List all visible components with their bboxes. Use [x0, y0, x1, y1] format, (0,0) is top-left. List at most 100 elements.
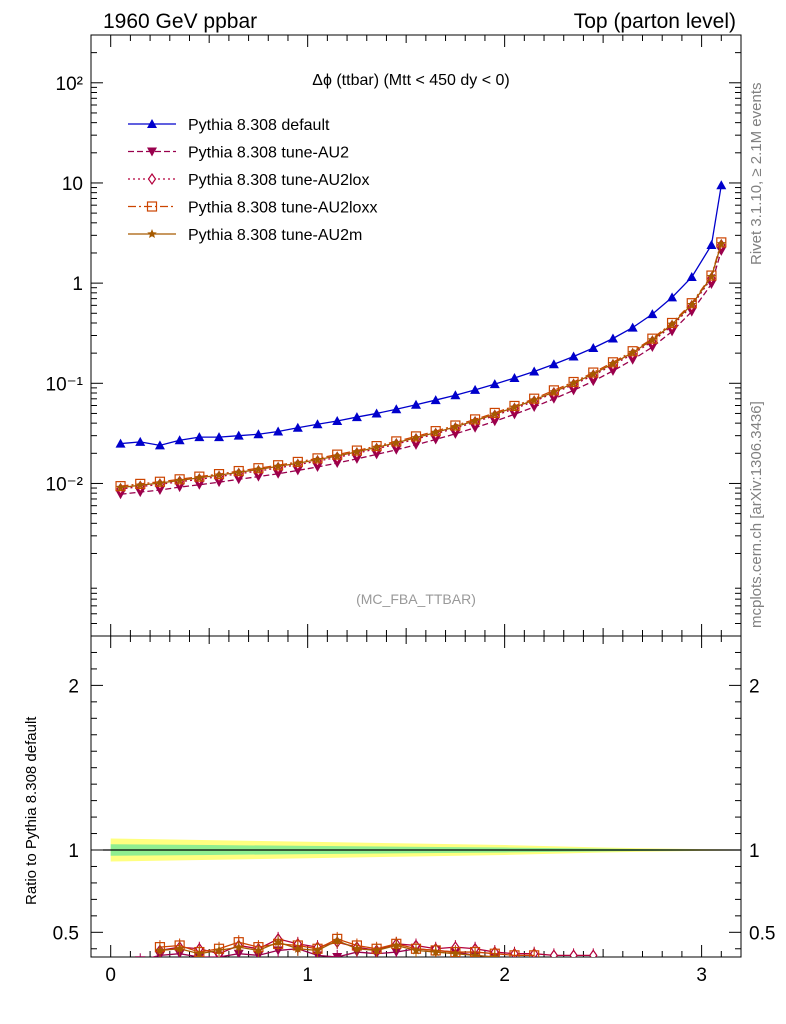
ratio-tick-label-right: 0.5 — [749, 923, 775, 944]
data-point — [174, 475, 185, 485]
data-point — [687, 299, 697, 309]
data-point — [147, 229, 157, 239]
ratio-tick-label: 2 — [68, 676, 79, 697]
data-point — [489, 948, 500, 957]
legend-label: Pythia 8.308 tune-AU2 — [188, 145, 349, 162]
data-point — [352, 943, 362, 953]
data-point — [509, 372, 520, 382]
watermark: (MC_FBA_TTBAR) — [356, 591, 476, 607]
ratio-series-2 — [154, 931, 540, 957]
data-point — [607, 366, 618, 376]
data-point — [194, 432, 205, 442]
data-point — [548, 359, 559, 369]
data-point — [716, 246, 727, 256]
data-point — [627, 347, 638, 357]
legend: Pythia 8.308 default Pythia 8.308 tune-AU… — [128, 117, 377, 244]
data-point — [155, 478, 165, 488]
data-point — [253, 429, 264, 439]
data-point — [233, 430, 244, 440]
data-point — [411, 945, 421, 955]
series-line — [120, 242, 722, 487]
data-point — [647, 309, 658, 319]
data-point — [627, 355, 638, 365]
data-point — [147, 147, 157, 157]
series-3 — [115, 237, 727, 492]
ratio-tick-label-right: 2 — [749, 676, 760, 697]
data-point — [115, 482, 126, 492]
ratio-tick-label: 0.5 — [53, 923, 79, 944]
data-point — [371, 408, 382, 418]
data-point — [490, 952, 500, 957]
data-point — [391, 940, 402, 950]
data-point — [147, 172, 157, 186]
data-point — [273, 937, 283, 947]
data-point — [391, 948, 402, 957]
data-point — [706, 240, 717, 250]
data-point — [174, 943, 185, 953]
ratio-panel: Ratio to Pythia 8.308 default 0 1 2 3 0.5 0.5… — [23, 635, 775, 986]
y-tick-label: 10² — [56, 74, 83, 95]
data-point — [174, 435, 185, 445]
mcplots-label: mcplots.cern.ch [arXiv:1306.3436] — [748, 401, 765, 628]
y-tick-label: 10⁻² — [46, 474, 84, 495]
data-point — [351, 412, 362, 422]
series-line — [120, 185, 722, 447]
data-point — [155, 945, 165, 955]
data-point — [154, 476, 166, 487]
data-point — [233, 942, 244, 952]
data-point — [371, 442, 382, 452]
data-point — [233, 465, 244, 477]
data-point — [147, 119, 157, 128]
series-line — [120, 244, 722, 490]
data-point — [154, 486, 165, 496]
x-tick-label: 1 — [302, 965, 313, 986]
data-point — [351, 454, 362, 464]
data-point — [489, 417, 500, 427]
data-point — [529, 366, 540, 376]
data-point — [568, 376, 579, 388]
data-point — [312, 419, 323, 429]
data-point — [194, 948, 205, 957]
ratio-line — [159, 939, 495, 957]
data-point — [253, 945, 264, 955]
series-0 — [115, 180, 727, 450]
data-point — [332, 416, 343, 426]
data-point — [352, 446, 362, 456]
data-point — [529, 402, 540, 412]
legend-label: Pythia 8.308 tune-AU2loxx — [188, 200, 377, 217]
data-point — [529, 395, 539, 405]
data-point — [332, 935, 342, 945]
data-point — [233, 467, 244, 477]
data-point — [647, 334, 658, 344]
data-point — [509, 410, 520, 420]
rivet-label: Rivet 3.1.10, ≥ 2.1M events — [748, 83, 765, 266]
data-point — [589, 949, 598, 957]
data-point — [135, 956, 146, 957]
ratio-line — [159, 938, 535, 957]
header-right: Top (parton level) — [574, 10, 736, 33]
series-line — [120, 243, 722, 489]
data-point — [716, 238, 727, 248]
data-point — [411, 440, 421, 450]
data-point — [391, 445, 402, 455]
data-point — [194, 472, 205, 482]
data-point — [607, 333, 618, 343]
data-point — [253, 464, 264, 474]
data-point — [686, 272, 697, 282]
data-point — [293, 943, 303, 953]
x-tick-label: 0 — [105, 965, 116, 986]
x-tick-label: 3 — [696, 965, 707, 986]
data-point — [627, 346, 638, 357]
data-point — [470, 950, 480, 957]
data-point — [568, 351, 579, 361]
data-point — [154, 440, 165, 450]
data-point — [450, 390, 461, 400]
data-point — [273, 426, 284, 436]
legend-label: Pythia 8.308 default — [188, 117, 330, 134]
data-point — [411, 432, 421, 442]
data-point — [214, 432, 225, 442]
data-point — [470, 423, 481, 433]
data-point — [588, 377, 599, 387]
data-point — [135, 480, 145, 490]
data-point — [292, 422, 303, 432]
